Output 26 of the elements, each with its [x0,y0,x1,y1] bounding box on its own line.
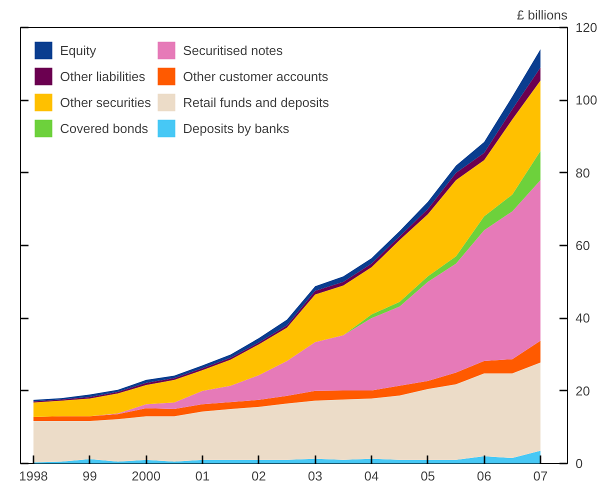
legend-label: Other customer accounts [183,68,328,84]
x-tick-label: 06 [476,468,492,484]
y-tick-label: 20 [576,383,590,398]
y-tick-label: 40 [576,310,590,326]
x-tick-label: 01 [195,468,210,484]
x-tick-label: 2000 [132,468,161,484]
y-tick-label: 80 [576,165,590,180]
legend-label: Other securities [60,94,152,110]
y-tick-label: 100 [576,92,598,108]
x-tick-label: 99 [82,468,98,484]
legend-label: Deposits by banks [183,120,290,136]
x-tick-label: 02 [252,468,266,484]
legend-label: Securitised notes [183,42,283,58]
y-tick-label: 120 [576,20,598,35]
legend-label: Other liabilities [60,68,146,84]
y-tick-label: 60 [576,238,590,253]
legend-label: Covered bonds [60,120,148,136]
y-axis-title: £ billions [516,8,568,22]
legend-label: Equity [60,42,96,58]
legend-label: Retail funds and deposits [183,94,330,110]
y-tick-label: 0 [576,456,583,471]
x-tick-label: 03 [308,468,322,484]
x-tick-label: 04 [364,468,379,484]
x-tick-label: 07 [533,468,548,484]
x-tick-label: 05 [420,468,436,484]
x-tick-label: 1998 [18,468,48,484]
